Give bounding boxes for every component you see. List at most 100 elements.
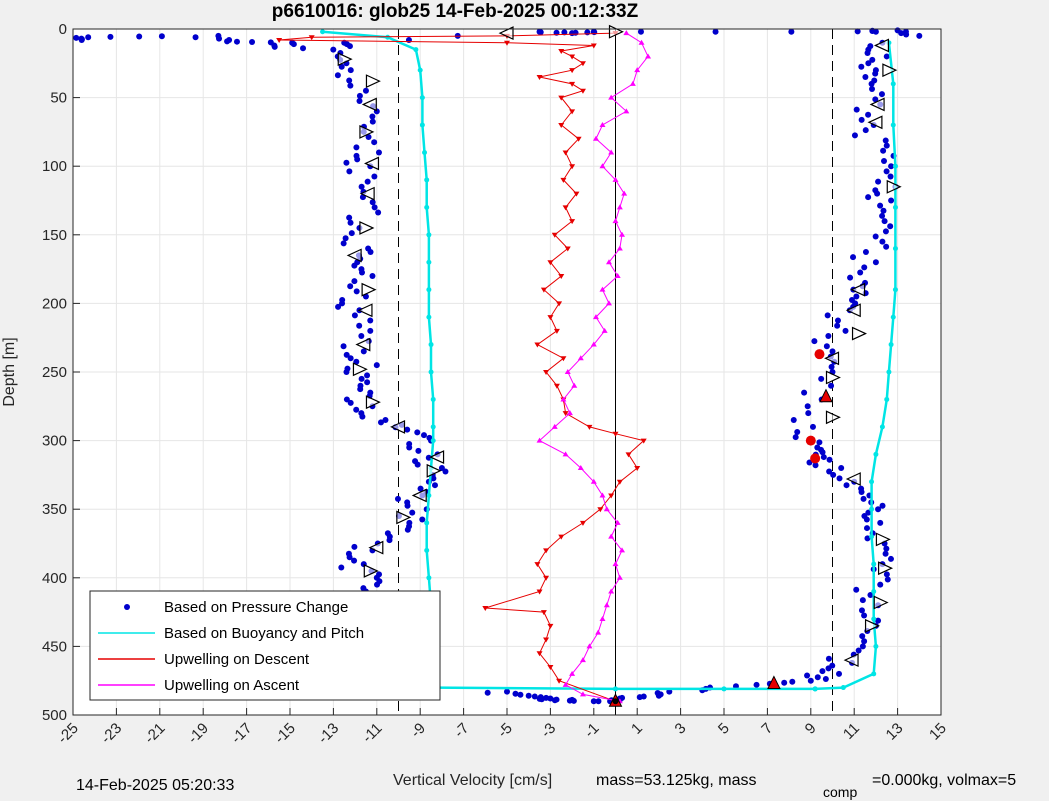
direction-marker [359,186,375,201]
x-tick-label: 7 [758,720,776,738]
data-point [569,54,576,60]
direction-marker [882,63,898,78]
data-point [819,449,826,456]
data-point [534,562,541,568]
data-point [346,77,353,84]
data-point [867,591,874,598]
data-point [616,574,623,580]
red-triangle-marker [819,388,833,403]
direction-marker [361,97,377,112]
data-point [645,53,652,59]
data-point [882,550,889,557]
data-point [872,233,879,240]
direction-marker [361,282,377,297]
data-point [828,382,835,389]
data-point [425,454,432,461]
data-point [562,205,569,211]
data-point [364,379,371,386]
x-axis-label: Vertical Velocity [cm/s] [393,772,552,789]
data-point [875,506,882,513]
data-point [869,479,875,485]
data-point [892,163,898,169]
data-point [426,232,432,238]
data-point [136,33,143,40]
direction-marker [867,115,883,130]
data-point [276,37,283,43]
data-point [560,356,567,362]
legend-label-descent: Upwelling on Descent [164,651,310,668]
data-point [579,691,586,697]
data-point [858,607,865,614]
x-tick-label: 1 [628,720,646,738]
data-point [382,417,389,424]
y-axis-label: Depth [m] [1,337,18,406]
data-point [362,87,369,94]
y-tick-label: 300 [42,433,67,450]
data-point [537,29,544,36]
data-point [868,80,875,87]
data-point [347,219,354,226]
data-point [540,287,547,293]
data-point [415,447,422,454]
data-point [430,424,436,430]
data-point [871,589,877,595]
y-tick-label: 150 [42,227,67,244]
data-point [637,28,644,35]
x-tick-label: -17 [228,720,255,747]
data-point [640,438,647,444]
data-point [612,218,619,224]
data-point [858,116,865,123]
data-point [871,671,877,677]
data-point [347,82,354,89]
data-point [890,81,896,87]
x-tick-label: -11 [359,720,386,747]
data-point [504,40,510,46]
direction-marker [824,351,840,366]
data-point [721,686,727,692]
data-point [536,589,543,595]
data-point [877,519,884,526]
data-point [353,358,360,365]
data-point [592,135,599,141]
x-tick-label: 3 [672,720,690,738]
data-point [879,238,886,245]
data-point [385,34,391,40]
data-point [346,168,353,175]
data-point [414,461,421,468]
data-point [879,212,886,219]
data-point [753,681,760,688]
data-point [562,451,569,457]
data-point [834,322,841,329]
data-point [569,219,576,225]
direction-marker [869,97,885,112]
data-point [825,665,832,672]
data-point [864,525,871,532]
data-point [864,535,871,542]
direction-marker [359,221,375,235]
data-point [898,30,905,37]
data-point [801,389,808,396]
data-point [564,369,571,374]
data-point [339,300,346,307]
data-point [875,178,882,185]
direction-marker [346,248,362,263]
data-point [538,696,545,703]
data-point [85,34,92,41]
data-point [861,264,868,271]
data-point [892,287,898,293]
data-point [603,506,610,512]
data-point [512,690,519,697]
data-point [347,399,354,406]
x-tick-label: -1 [581,720,602,741]
data-point [847,274,854,281]
data-point [875,617,882,624]
data-point [484,689,491,696]
direction-marker [843,653,859,668]
data-point [638,39,645,45]
data-point [892,204,898,210]
data-point [367,248,374,255]
data-point [864,50,871,57]
data-point [358,269,365,276]
data-point [616,245,623,251]
data-point [826,456,833,463]
